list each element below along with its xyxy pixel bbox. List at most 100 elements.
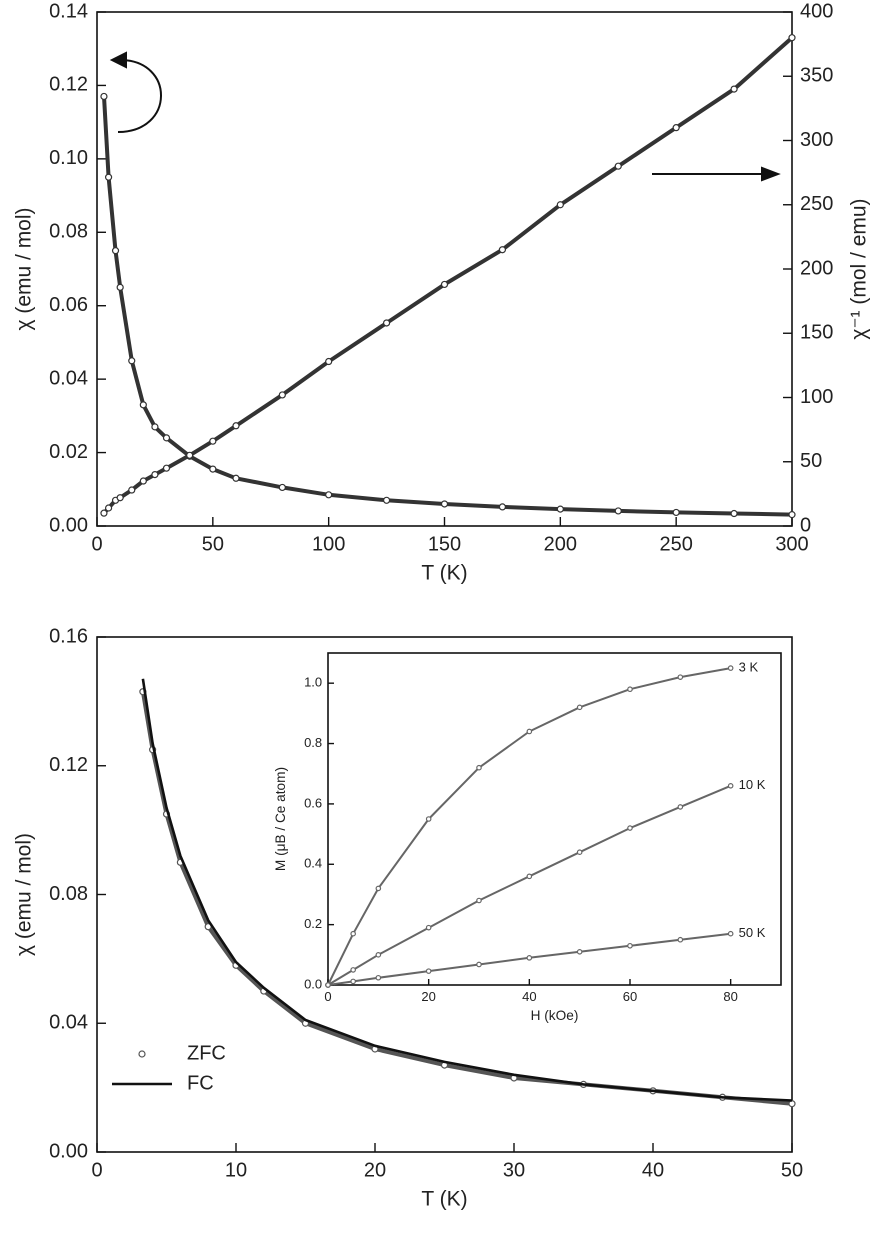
data-point [627,825,633,831]
data-point [677,674,684,680]
y-axis-label: χ (emu / mol) [13,833,36,956]
data-point [382,319,391,327]
data-point [104,173,113,181]
data-point [425,816,432,822]
data-point [116,494,124,502]
series-end-label: 50 K [739,925,766,940]
data-point [677,936,684,943]
data-point [727,930,734,937]
x-axis-label: H (kOe) [531,1008,579,1023]
data-point [788,511,796,519]
data-point [727,665,734,671]
x-tick-label: 0 [324,989,331,1004]
y2-tick-label: 200 [800,257,833,279]
data-point [186,451,194,459]
y-axis-label: M (μB / Ce atom) [273,767,288,871]
x-axis-label: T (K) [421,562,467,585]
y-tick-label: 0.00 [49,1140,88,1162]
plot-frame [327,652,782,986]
data-point [100,509,108,517]
series-trace [327,784,732,986]
x-tick-label: 0 [91,1159,102,1181]
y-tick-label: 0.02 [49,441,88,463]
y2-tick-label: 100 [800,386,833,408]
arrow-head [761,166,781,182]
data-point [116,283,124,291]
x-tick-label: 50 [202,533,224,555]
data-point [788,34,796,42]
series-end-label: 10 K [739,777,766,792]
data-point [325,982,331,988]
data-point [162,434,171,442]
data-point [614,162,622,170]
data-point [209,437,217,445]
data-point [526,873,533,880]
data-point [350,967,356,973]
y2-tick-label: 350 [800,65,833,87]
x-tick-label: 30 [503,1159,525,1181]
data-point [350,978,356,985]
y-tick-label: 0.6 [304,795,322,810]
y-tick-label: 0.16 [49,625,88,647]
x-tick-label: 80 [723,989,737,1004]
data-point [209,465,217,473]
curved-arrow [117,59,162,133]
arrow-head [109,51,127,69]
series-end-label: 3 K [739,660,759,675]
data-point [375,952,382,958]
y2-tick-label: 250 [800,193,833,215]
data-point [104,504,113,512]
y2-axis-label: χ⁻¹ (mol / emu) [848,198,871,339]
data-point [730,85,738,93]
data-point [614,507,622,515]
y-tick-label: 0.14 [49,0,88,22]
y-tick-label: 0.8 [304,735,322,750]
y-tick-label: 0.12 [49,74,88,96]
data-point [325,491,333,499]
data-point [677,804,684,810]
y2-tick-label: 400 [800,0,833,22]
data-point [278,391,286,399]
x-tick-label: 20 [364,1159,386,1181]
data-point [576,704,583,711]
y-tick-label: 0.10 [49,147,88,169]
data-point [476,764,482,771]
series-trace [327,667,731,986]
data-point [232,422,240,430]
series-line [141,678,793,1102]
x-tick-label: 250 [659,533,692,555]
data-point [278,483,286,492]
data-point [139,401,147,409]
y-tick-label: 0.4 [304,856,322,871]
data-point [350,930,356,937]
annotation-arrows [109,51,781,182]
data-point [100,92,108,101]
data-point [382,496,391,504]
data-point [627,942,633,949]
data-point [788,1100,796,1108]
y-tick-label: 0.08 [49,221,88,243]
x-tick-label: 50 [781,1159,803,1181]
x-tick-label: 0 [91,533,102,555]
data-point [151,471,159,479]
data-point [498,503,507,511]
y2-tick-label: 150 [800,322,833,344]
data-point [672,508,680,517]
data-point [730,509,738,518]
data-point [672,124,680,132]
legend-label: ZFC [187,1042,226,1064]
x-tick-label: 100 [312,533,345,555]
x-tick-label: 40 [642,1159,664,1181]
y-tick-label: 0.0 [304,976,322,991]
data-point [425,968,432,974]
legend-swatch [138,1050,146,1058]
x-tick-label: 150 [428,533,461,555]
data-point [375,974,382,981]
data-point [375,885,382,892]
y2-tick-label: 0 [800,514,811,536]
data-point [151,423,159,431]
series-trace [327,932,731,986]
data-point [440,500,449,508]
data-point [232,474,240,482]
y-tick-label: 0.06 [49,294,88,316]
